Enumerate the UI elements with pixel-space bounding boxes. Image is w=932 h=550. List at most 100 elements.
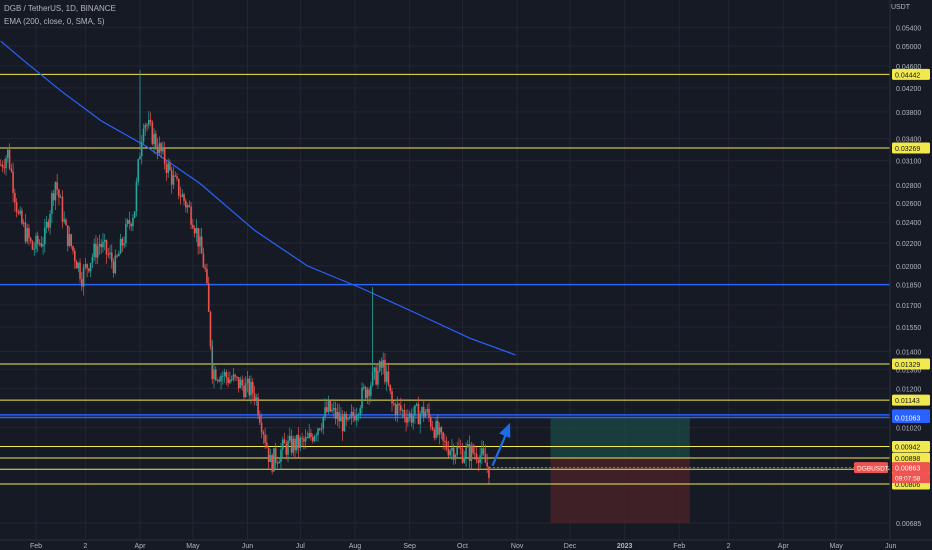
candle-body [472,445,474,454]
candle-body [10,168,13,172]
position-tool[interactable] [550,417,690,523]
candle-body [133,211,136,218]
candle-body [33,248,36,250]
candle-body [481,448,483,456]
candle-body [345,413,347,420]
symbol-title: DGB / TetherUS, 1D, BINANCE [4,4,116,13]
time-axis-label: Jun [242,543,253,550]
candle-body [59,196,62,198]
candle-body [35,235,37,249]
candle-body [363,386,365,388]
candle-body [255,397,258,400]
arrow-shaft[interactable] [491,431,509,467]
candle-body [223,372,226,376]
candle-body [155,133,157,147]
candle-body [121,238,124,246]
candle-body [105,240,108,255]
level-price-label-bg [892,394,930,406]
arrow-head[interactable] [499,422,511,439]
candle-body [451,447,453,451]
candle-body [31,241,34,250]
candle-body [42,244,44,247]
candle-body [70,234,73,247]
candle-body [407,416,409,423]
candle-body [424,411,427,417]
candle-body [357,414,360,416]
candle-body [350,411,353,417]
candle-body [58,189,60,198]
time-axis-label: May [186,543,200,550]
candle-body [82,267,85,287]
candle-body [338,412,340,422]
candle-body [452,447,455,460]
current-price-label: 0.00863 [895,466,920,473]
candle-body [147,119,150,126]
candle-body [204,267,206,270]
candle-body [193,228,196,234]
candle-body [199,236,201,247]
price-unit-label: USDT [890,4,910,11]
candle-body [278,461,281,464]
candle-body [151,122,154,145]
horizontal-levels[interactable] [0,73,890,485]
candle-body [63,219,65,222]
candle-body [88,268,90,272]
candle-body [438,427,441,435]
time-axis[interactable]: Feb 2 Apr May Jun Jul Aug Sep Oct Nov Dec 2023 Feb 2 A… [0,539,932,550]
candle-body [110,252,113,262]
candle-body [243,385,245,398]
time-axis-label: 2023 [617,543,633,550]
candle-body [116,255,118,257]
candle-body [285,443,288,455]
candle-body [348,416,351,419]
candle-body [440,427,443,433]
candle-body [207,283,210,312]
candle-body [165,164,168,173]
candle-body [461,448,464,463]
candle-body [274,448,277,463]
candle-body [266,442,268,448]
candle-body [359,408,362,415]
projection-arrow[interactable] [491,422,511,467]
candle-body [93,243,95,257]
candle-body [214,369,217,381]
candle-body [465,447,467,458]
price-tick-label: 0.05400 [896,26,921,33]
candle-body [36,235,39,244]
time-axis-label: Jul [296,543,305,550]
time-axis-label: Nov [511,543,524,550]
candle-body [437,421,439,435]
candle-body [125,223,127,244]
candle-body [454,454,457,460]
time-axis-label: Jun [885,543,896,550]
candle-body [220,375,222,382]
candle-body [109,252,111,255]
candle-body [98,243,101,247]
candle-body [132,217,134,227]
price-tick-label: 0.01850 [896,283,921,290]
target-zone[interactable] [550,417,690,459]
candle-body [405,417,407,423]
candle-body [244,383,247,398]
candle-body [167,163,169,173]
indicator-legend[interactable]: EMA (200, close, 0, SMA, 5) [4,17,105,26]
candle-body [188,205,191,207]
candle-body [290,435,293,453]
candle-body [463,457,466,463]
candle-body [331,409,333,412]
candle-body [158,143,161,154]
candle-body [299,437,302,448]
level-price-label-bg [892,142,930,154]
candle-body [340,416,342,422]
price-tick-label: 0.01700 [896,303,921,310]
candle-body [177,178,180,196]
candle-body [280,449,282,462]
candle-body [103,240,106,242]
candle-body [47,221,50,228]
candle-body [216,379,219,381]
candle-body [294,438,296,451]
candle-body [288,435,291,441]
candle-body [260,422,263,433]
candle-body [400,405,402,411]
